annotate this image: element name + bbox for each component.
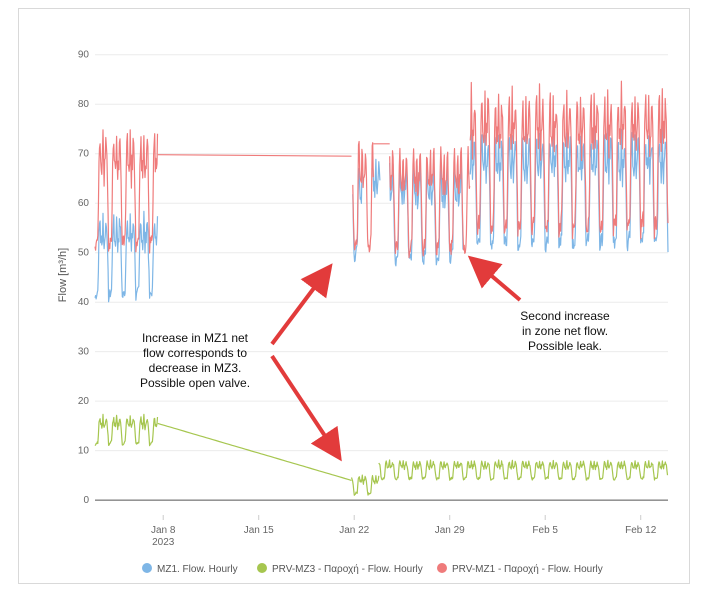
annotation-2-line-3: Possible leak. — [528, 339, 602, 353]
arrow-down-to-mz3 — [270, 354, 342, 462]
x-tick-label: Jan 29 — [435, 525, 465, 536]
series-2-segment-1 — [157, 154, 352, 157]
series-0-segment-2 — [371, 158, 381, 198]
legend-item-mz1[interactable]: MZ1. Flow. Hourly — [142, 563, 238, 575]
series-2-segment-0 — [94, 129, 159, 254]
x-tick-sublabel: 2023 — [152, 537, 175, 548]
x-tick-label: Feb 12 — [625, 525, 657, 536]
annotation-1-line-2: flow corresponds to — [143, 346, 247, 360]
annotation-2-line-2: in zone net flow. — [522, 324, 608, 338]
series-2-segment-5 — [469, 80, 669, 240]
y-tick-label: 70 — [78, 149, 90, 160]
y-tick-label: 40 — [78, 297, 90, 308]
series-1-segment-2 — [350, 474, 380, 496]
series-group — [94, 80, 669, 496]
series-1-segment-1 — [157, 422, 352, 481]
series-1-segment-0 — [94, 413, 159, 447]
y-tick-label: 10 — [78, 446, 90, 457]
y-tick-label: 60 — [78, 198, 90, 209]
arrow-up-to-mz1 — [270, 263, 333, 346]
legend-marker-prv-mz1 — [437, 563, 447, 573]
legend-label-prv-mz3: PRV-MZ3 - Παροχή - Flow. Hourly — [272, 563, 423, 575]
y-tick-label: 80 — [78, 99, 90, 110]
series-0-segment-0 — [94, 210, 159, 303]
annotation-1-line-4: Possible open valve. — [140, 376, 250, 390]
annotation-1-line-1: Increase in MZ1 net — [142, 331, 249, 345]
series-2-segment-4 — [389, 146, 471, 259]
legend-item-prv-mz3[interactable]: PRV-MZ3 - Παροχή - Flow. Hourly — [257, 563, 423, 575]
annotation-2-line-1: Second increase — [520, 309, 610, 323]
y-axis-label: Flow [m³/h] — [57, 248, 69, 302]
series-1-segment-3 — [378, 459, 669, 481]
x-tick-label: Jan 15 — [244, 525, 274, 536]
legend-marker-mz1 — [142, 563, 152, 573]
x-tick-label: Jan 22 — [339, 525, 369, 536]
grid-lines — [95, 54, 668, 501]
legend-label-prv-mz1: PRV-MZ1 - Παροχή - Flow. Hourly — [452, 563, 603, 575]
x-tick-label: Feb 5 — [532, 525, 558, 536]
legend-marker-prv-mz3 — [257, 563, 267, 573]
annotation-possible-leak: Second increase in zone net flow. Possib… — [467, 255, 610, 353]
series-1 — [94, 413, 669, 496]
y-tick-label: 30 — [78, 347, 90, 358]
legend: MZ1. Flow. Hourly PRV-MZ3 - Παροχή - Flo… — [142, 563, 603, 575]
y-tick-label: 0 — [83, 495, 89, 506]
arrow-to-leak — [467, 255, 522, 302]
y-tick-label: 90 — [78, 50, 90, 61]
series-2-segment-2 — [352, 140, 374, 253]
y-axis-ticks: 0 10 20 30 40 50 60 70 80 90 — [78, 50, 90, 506]
y-tick-label: 20 — [78, 396, 90, 407]
y-tick-label: 50 — [78, 248, 90, 259]
x-tick-label: Jan 8 — [151, 525, 176, 536]
series-2 — [94, 80, 669, 259]
legend-item-prv-mz1[interactable]: PRV-MZ1 - Παροχή - Flow. Hourly — [437, 563, 603, 575]
annotation-open-valve: Increase in MZ1 net flow corresponds to … — [140, 263, 342, 462]
legend-label-mz1: MZ1. Flow. Hourly — [157, 564, 238, 575]
annotation-1-line-3: decrease in MZ3. — [149, 361, 242, 375]
